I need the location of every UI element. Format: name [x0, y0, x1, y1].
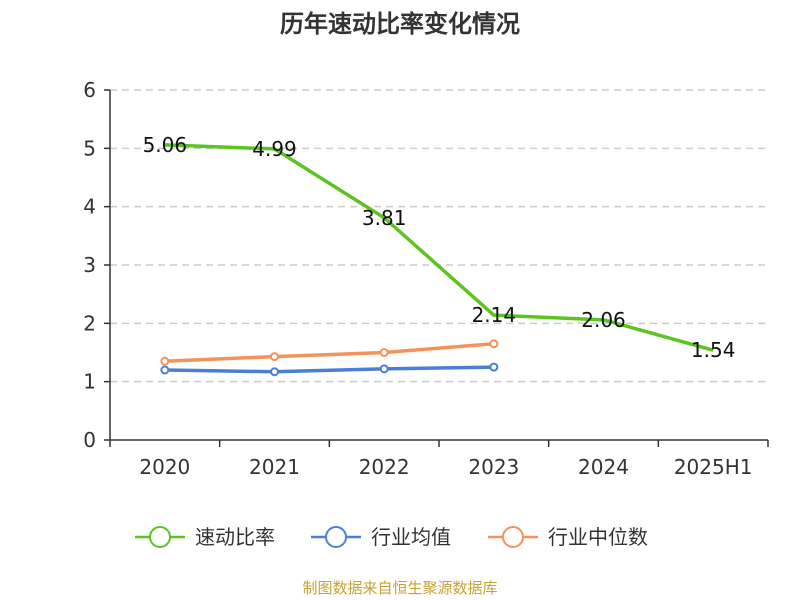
- data-label: 3.81: [362, 206, 407, 230]
- x-tick-label: 2025H1: [674, 455, 753, 479]
- legend-label: 行业均值: [371, 525, 451, 549]
- data-point: [379, 348, 389, 357]
- legend-label: 速动比率: [195, 525, 275, 549]
- chart-title: 历年速动比率变化情况: [280, 10, 520, 38]
- data-label: 2.06: [581, 308, 626, 332]
- data-point: [160, 365, 170, 375]
- data-point: [489, 362, 499, 372]
- y-tick-label: 0: [83, 428, 96, 452]
- x-tick-label: 2020: [139, 455, 190, 479]
- y-tick-label: 4: [83, 195, 96, 219]
- legend[interactable]: 速动比率 行业均值 行业中位数: [135, 525, 648, 549]
- y-tick-label: 1: [83, 370, 96, 394]
- legend-label: 行业中位数: [548, 525, 648, 549]
- series-line-0: [164, 143, 714, 352]
- data-label: 4.99: [252, 137, 297, 161]
- y-tick-label: 5: [83, 136, 96, 160]
- series-line-1: [164, 365, 494, 374]
- series-line-2: [164, 342, 494, 363]
- data-point: [270, 352, 279, 362]
- y-tick-label: 6: [83, 78, 96, 102]
- legend-swatch-marker: [325, 526, 347, 548]
- y-tick-label: 2: [83, 311, 96, 335]
- data-point: [160, 356, 170, 366]
- data-point: [489, 339, 499, 349]
- data-label: 2.14: [472, 303, 517, 327]
- legend-item-0[interactable]: 速动比率: [135, 525, 275, 549]
- source-note: 制图数据来自恒生聚源数据库: [302, 579, 497, 597]
- data-label: 1.54: [691, 338, 736, 362]
- data-point: [379, 364, 389, 374]
- legend-item-1[interactable]: 行业均值: [311, 525, 451, 549]
- data-labels: 5.06 4.99 3.81 2.14 2.06 1.54: [143, 133, 736, 362]
- series-group: [160, 143, 714, 377]
- y-tick-label: 3: [83, 253, 96, 277]
- x-tick-label: 2024: [578, 455, 629, 479]
- data-point: [270, 367, 279, 377]
- axes: 0 1 2 3 4 5 6 2020 2021 2022 2023 2024 2025H1: [83, 78, 769, 479]
- legend-swatch-marker: [502, 526, 524, 548]
- x-tick-label: 2023: [468, 455, 519, 479]
- data-label: 5.06: [143, 133, 188, 157]
- x-tick-label: 2022: [359, 455, 410, 479]
- x-tick-label: 2021: [249, 455, 300, 479]
- legend-swatch-marker: [149, 526, 171, 548]
- legend-item-2[interactable]: 行业中位数: [488, 525, 648, 549]
